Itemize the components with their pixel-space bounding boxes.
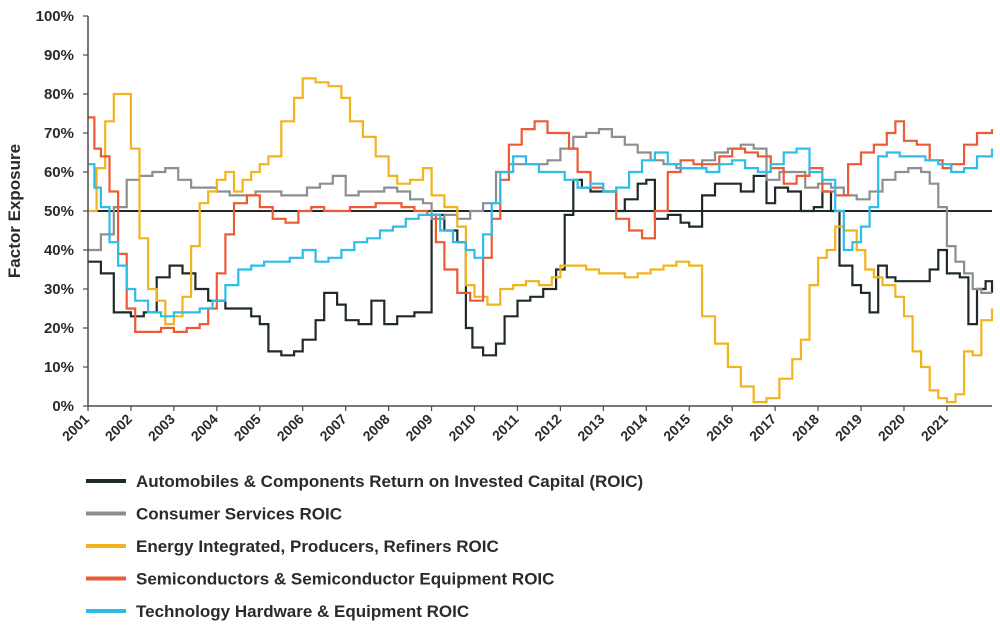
series-line-0 [88,174,994,357]
y-tick-label: 100% [36,8,74,25]
series-lines [88,77,994,404]
x-tick-label: 2011 [489,411,522,444]
y-tick-label: 80% [44,86,74,103]
legend-label: Technology Hardware & Equipment ROIC [136,602,469,621]
x-tick-label: 2004 [188,411,221,444]
legend: Automobiles & Components Return on Inves… [86,472,643,621]
x-tick-label: 2009 [402,411,435,444]
x-tick-label: 2013 [574,411,607,444]
series-line-3 [88,116,994,333]
y-tick-label: 20% [44,320,74,337]
y-tick-label: 10% [44,359,74,376]
x-tick-label: 2012 [531,411,564,444]
legend-label: Energy Integrated, Producers, Refiners R… [136,537,499,556]
y-tick-label: 50% [44,203,74,220]
x-tick-label: 2010 [445,411,478,444]
y-tick-label: 70% [44,125,74,142]
x-tick-label: 2003 [145,411,178,444]
x-tick-label: 2018 [789,411,822,444]
legend-label: Consumer Services ROIC [136,505,342,524]
x-tick-label: 2007 [316,411,349,444]
x-axis-ticks: 2001 2002 2003 2004 2005 2006 2007 2008 2009 2010… [59,406,951,444]
x-tick-label: 2017 [746,411,779,444]
x-tick-label: 2001 [59,411,92,444]
y-tick-label: 60% [44,164,74,181]
y-tick-label: 0% [52,398,74,415]
x-tick-label: 2020 [875,411,908,444]
x-tick-label: 2008 [359,411,392,444]
y-tick-label: 30% [44,281,74,298]
x-tick-label: 2005 [231,411,264,444]
x-tick-label: 2015 [660,411,693,444]
series-line-4 [88,147,994,318]
x-tick-label: 2016 [703,411,736,444]
x-tick-label: 2014 [617,411,650,444]
x-tick-label: 2021 [918,411,951,444]
y-tick-label: 90% [44,47,74,64]
legend-label: Semiconductors & Semiconductor Equipment… [136,570,554,589]
legend-label: Automobiles & Components Return on Inves… [136,472,643,491]
x-tick-label: 2006 [274,411,307,444]
y-axis-label: Factor Exposure [5,144,24,278]
x-tick-label: 2002 [102,411,135,444]
series-line-2 [88,77,994,404]
x-tick-label: 2019 [832,411,865,444]
y-tick-label: 40% [44,242,74,259]
y-axis-ticks: 0% 10% 20% 30% 40% 50% 60% 70% 80% 90% 100% [36,8,88,415]
